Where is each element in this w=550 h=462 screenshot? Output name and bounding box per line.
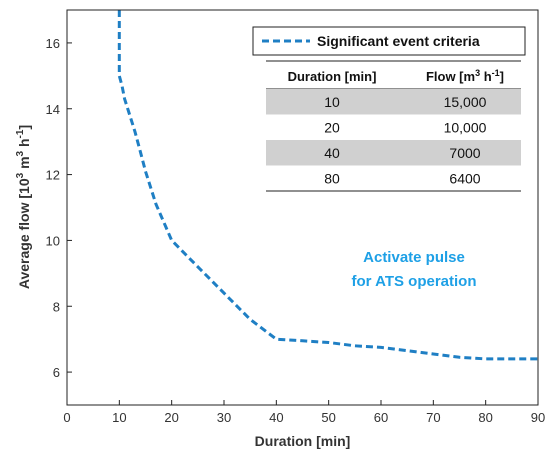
x-tick-label: 20 <box>164 410 178 425</box>
legend-label: Significant event criteria <box>317 33 480 49</box>
table-header-flow: Flow [m3 h-1] <box>426 68 504 84</box>
x-tick-label: 60 <box>374 410 388 425</box>
x-tick-label: 10 <box>112 410 126 425</box>
annotation-line-2: for ATS operation <box>352 273 477 290</box>
table-row-shade <box>266 140 521 166</box>
table-cell-flow: 7000 <box>449 145 480 161</box>
x-axis-label: Duration [min] <box>255 433 351 449</box>
table-cell-duration: 40 <box>324 145 340 161</box>
plot-frame <box>66 9 539 406</box>
table-cell-flow: 6400 <box>449 171 480 187</box>
table-header-duration: Duration [min] <box>288 69 377 84</box>
y-tick-label: 14 <box>46 102 60 117</box>
x-tick-label: 90 <box>531 410 545 425</box>
table-cell-duration: 10 <box>324 94 340 110</box>
x-tick-label: 30 <box>217 410 231 425</box>
annotation-line-1: Activate pulse <box>363 249 465 266</box>
table-row-shade <box>266 89 521 115</box>
y-axis-label: Average flow [103 m3 h-1] <box>15 125 32 289</box>
table-cell-flow: 15,000 <box>444 94 487 110</box>
table-rows: 10 15,000 20 10,000 40 7000 80 6400 <box>266 89 521 187</box>
table-cell-duration: 80 <box>324 171 340 187</box>
x-tick-label: 80 <box>478 410 492 425</box>
legend: Significant event criteria <box>252 26 526 56</box>
x-tick-label: 40 <box>269 410 283 425</box>
series-line-0 <box>117 10 538 361</box>
series-layer <box>117 10 538 361</box>
x-tick-label: 70 <box>426 410 440 425</box>
y-tick-label: 12 <box>46 168 60 183</box>
y-tick-label: 10 <box>46 233 60 248</box>
y-tick-label: 6 <box>53 365 60 380</box>
table-cell-duration: 20 <box>324 120 340 136</box>
legend-box <box>252 26 526 56</box>
y-tick-label: 16 <box>46 36 60 51</box>
table-cell-flow: 10,000 <box>444 120 487 136</box>
y-tick-label: 8 <box>53 299 60 314</box>
x-tick-label: 0 <box>63 410 70 425</box>
x-tick-label: 50 <box>321 410 335 425</box>
